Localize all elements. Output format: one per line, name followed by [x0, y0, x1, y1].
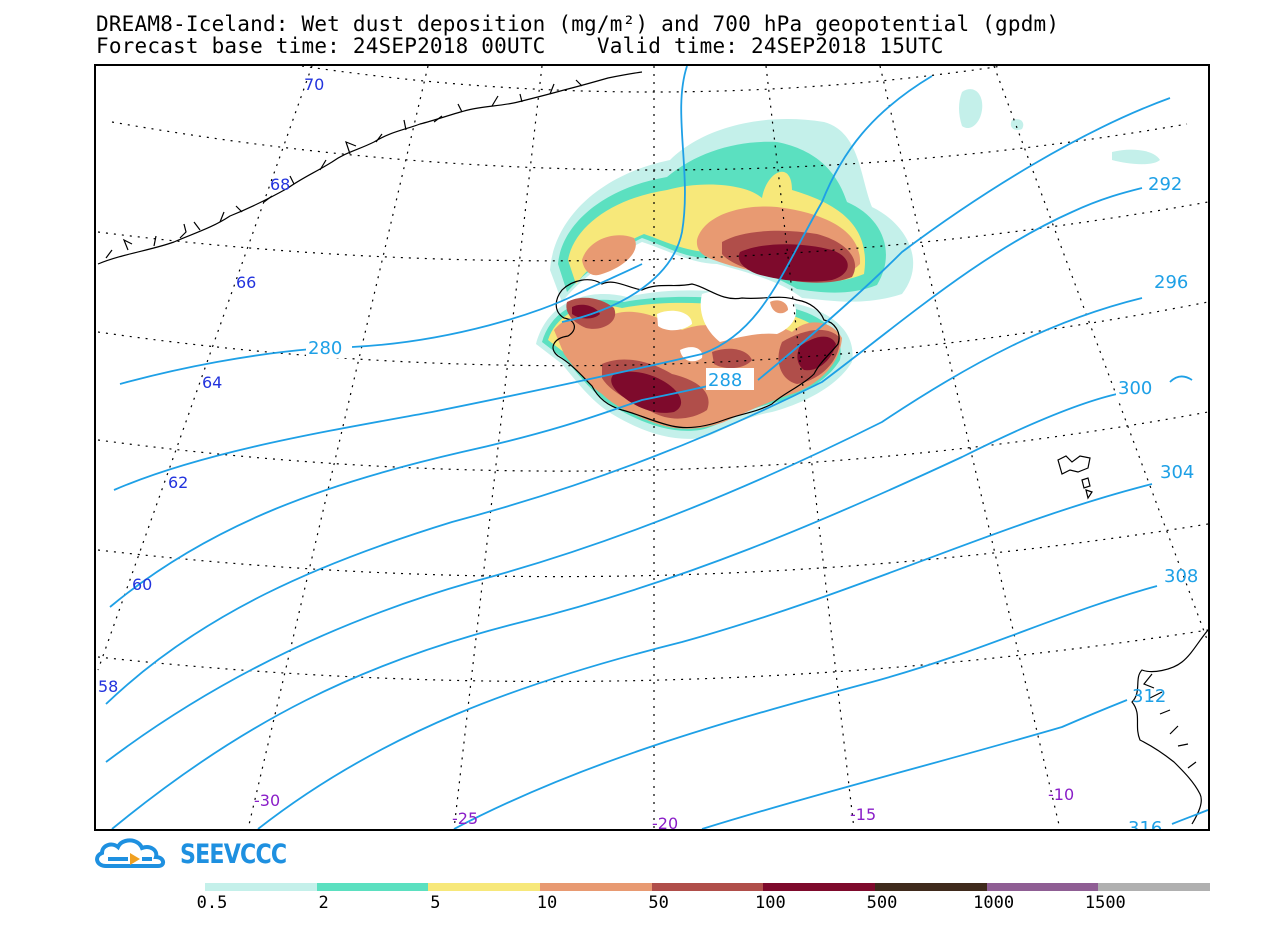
contour-label: 304 [1160, 462, 1194, 483]
legend-label: 0.5 [196, 893, 228, 913]
contour-line [701, 699, 1128, 829]
coastlines [97, 71, 1208, 825]
latitude-label: 58 [98, 677, 118, 696]
legend-color-swatch [763, 883, 876, 891]
latitude-line [97, 629, 1208, 683]
latitude-line [97, 523, 1208, 578]
legend-color-swatch [986, 883, 1099, 891]
deposition-area-10 [582, 235, 636, 276]
contour-label: 312 [1132, 686, 1166, 707]
legend-label: 500 [866, 893, 898, 913]
contour-label: 300 [1118, 378, 1152, 399]
latitude-line [301, 66, 1003, 93]
legend-label: 10 [536, 893, 558, 913]
seevccc-logo: SEEVCCC [94, 836, 310, 872]
longitude-label: -10 [1048, 785, 1074, 804]
contour-line [105, 187, 1143, 705]
contour-label: 288 [708, 370, 742, 391]
logo-text: SEEVCCC [180, 838, 287, 870]
contour-line [113, 75, 933, 491]
legend-color-swatch [428, 883, 541, 891]
contour-line [109, 97, 1171, 608]
norway-fjords [1143, 673, 1197, 769]
contour-label: 292 [1148, 174, 1182, 195]
deposition-area-0.5 [1112, 149, 1160, 165]
legend-color-swatch [651, 883, 764, 891]
latitude-line [111, 121, 1188, 171]
dust-deposition-field [536, 89, 1160, 439]
contour-line [105, 297, 1143, 763]
longitude-line [993, 66, 1208, 643]
latitude-label: 64 [202, 373, 222, 392]
legend-label: 2 [318, 893, 329, 913]
legend-color-swatch [875, 883, 987, 891]
longitude-line [879, 66, 1061, 829]
longitude-label: -25 [452, 809, 478, 828]
longitude-line [97, 66, 313, 671]
geopotential-contours [105, 66, 1208, 829]
longitude-line [765, 66, 855, 829]
faroe-islands-coastline [1057, 455, 1093, 500]
contour-label: 308 [1164, 566, 1198, 587]
legend-color-swatch [1098, 883, 1211, 891]
contour-labels: 280 288 292 296 300 304 308 312 316 [306, 174, 1198, 829]
contour-line [111, 375, 1193, 829]
deposition-area-100 [738, 244, 848, 282]
map-panel: 70 68 66 64 62 60 58 -30 -25 -20 -15 -10… [94, 64, 1210, 831]
legend-label: 100 [754, 893, 786, 913]
legend-label: 1500 [1084, 893, 1126, 913]
norway-coastline [1131, 629, 1208, 825]
contour-label: 316 [1128, 818, 1162, 829]
iceland-coastline [552, 279, 840, 429]
deposition-area-10 [554, 311, 842, 429]
chart-title-line1: DREAM8-Iceland: Wet dust deposition (mg/… [96, 12, 1060, 36]
longitude-label: -30 [254, 791, 280, 810]
map-canvas: 70 68 66 64 62 60 58 -30 -25 -20 -15 -10… [97, 66, 1208, 829]
contour-label: 296 [1154, 272, 1188, 293]
deposition-area-100 [797, 336, 836, 371]
deposition-area-0.5 [1010, 119, 1024, 130]
deposition-area-100 [572, 304, 600, 319]
legend-color-swatch [205, 883, 317, 891]
latitude-label: 70 [304, 75, 324, 94]
contour-label: 280 [308, 338, 342, 359]
deposition-area-0.5 [959, 89, 983, 129]
longitude-line [453, 66, 543, 829]
legend-color-swatch [540, 883, 652, 891]
legend-colorbar [205, 883, 1211, 891]
legend-color-swatch [316, 883, 429, 891]
chart-title-line2: Forecast base time: 24SEP2018 00UTC Vali… [96, 34, 944, 58]
latitude-label: 62 [168, 473, 188, 492]
deposition-area-100 [611, 371, 682, 413]
longitude-lines [97, 66, 1208, 829]
deposition-area-50 [712, 348, 752, 369]
latitude-label: 66 [236, 273, 256, 292]
legend-label: 50 [648, 893, 669, 913]
latitude-label: 60 [132, 575, 152, 594]
legend-label: 1000 [973, 893, 1015, 913]
contour-line [1171, 809, 1208, 825]
longitude-labels: -30 -25 -20 -15 -10 [254, 785, 1074, 829]
deposition-area-5 [770, 300, 788, 314]
cloud-logo-icon [95, 838, 165, 868]
contour-line [453, 585, 1158, 829]
longitude-label: -15 [850, 805, 876, 824]
contour-line [561, 66, 688, 323]
longitude-label: -20 [652, 814, 678, 829]
greenland-fjords [105, 79, 583, 259]
contour-line [257, 483, 1153, 829]
latitude-lines [97, 66, 1208, 683]
latitude-label: 68 [270, 175, 290, 194]
legend-label: 5 [430, 893, 441, 913]
no-deposition-area [657, 310, 692, 331]
latitude-labels: 70 68 66 64 62 60 58 [98, 75, 324, 696]
contour-line [119, 263, 643, 385]
